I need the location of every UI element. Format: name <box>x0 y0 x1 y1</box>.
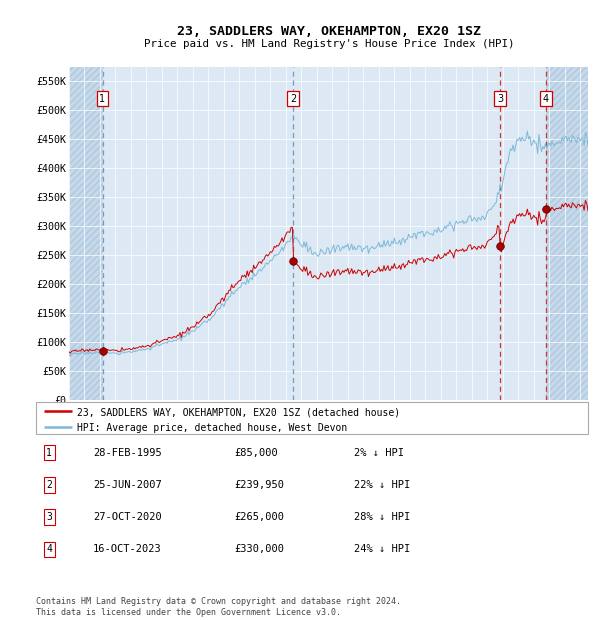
Text: 3: 3 <box>46 512 52 522</box>
Bar <box>546 67 588 400</box>
Text: 16-OCT-2023: 16-OCT-2023 <box>93 544 162 554</box>
Text: 1: 1 <box>46 448 52 458</box>
Text: £330,000: £330,000 <box>234 544 284 554</box>
Text: 24% ↓ HPI: 24% ↓ HPI <box>354 544 410 554</box>
Text: 23, SADDLERS WAY, OKEHAMPTON, EX20 1SZ (detached house): 23, SADDLERS WAY, OKEHAMPTON, EX20 1SZ (… <box>77 407 401 417</box>
Text: 2: 2 <box>290 94 296 104</box>
Text: 25-JUN-2007: 25-JUN-2007 <box>93 480 162 490</box>
Text: 2% ↓ HPI: 2% ↓ HPI <box>354 448 404 458</box>
Text: 4: 4 <box>543 94 549 104</box>
Text: HPI: Average price, detached house, West Devon: HPI: Average price, detached house, West… <box>77 423 347 433</box>
Text: 4: 4 <box>46 544 52 554</box>
Text: 28% ↓ HPI: 28% ↓ HPI <box>354 512 410 522</box>
Bar <box>546 67 588 400</box>
Text: 2: 2 <box>46 480 52 490</box>
Text: 28-FEB-1995: 28-FEB-1995 <box>93 448 162 458</box>
Text: 1: 1 <box>100 94 106 104</box>
Text: This data is licensed under the Open Government Licence v3.0.: This data is licensed under the Open Gov… <box>36 608 341 617</box>
Text: 22% ↓ HPI: 22% ↓ HPI <box>354 480 410 490</box>
Text: 27-OCT-2020: 27-OCT-2020 <box>93 512 162 522</box>
Bar <box>69 67 103 400</box>
Text: £85,000: £85,000 <box>234 448 278 458</box>
Text: £265,000: £265,000 <box>234 512 284 522</box>
Text: 3: 3 <box>497 94 503 104</box>
Text: 23, SADDLERS WAY, OKEHAMPTON, EX20 1SZ: 23, SADDLERS WAY, OKEHAMPTON, EX20 1SZ <box>177 25 481 38</box>
Text: Contains HM Land Registry data © Crown copyright and database right 2024.: Contains HM Land Registry data © Crown c… <box>36 597 401 606</box>
Text: £239,950: £239,950 <box>234 480 284 490</box>
Bar <box>69 67 103 400</box>
Text: Price paid vs. HM Land Registry's House Price Index (HPI): Price paid vs. HM Land Registry's House … <box>143 39 514 49</box>
